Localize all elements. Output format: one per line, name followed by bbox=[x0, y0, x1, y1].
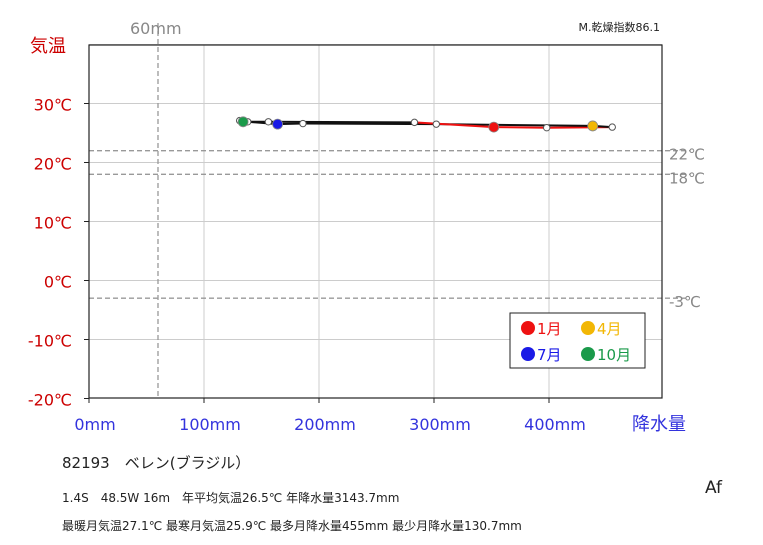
y-tick-label: -10℃ bbox=[28, 332, 72, 351]
legend-marker-10 bbox=[581, 347, 595, 361]
x-tick-label: 0mm bbox=[74, 415, 115, 434]
y-tick-label: 20℃ bbox=[34, 155, 72, 174]
legend-label-4: 4月 bbox=[597, 320, 622, 338]
ref-label-temp: 18℃ bbox=[669, 169, 705, 187]
legend-label-1: 1月 bbox=[537, 320, 562, 338]
ref-label-temp: -3℃ bbox=[669, 293, 701, 311]
month-point-11 bbox=[264, 118, 273, 126]
ref-label-temp: 22℃ bbox=[669, 146, 705, 164]
month-point-12 bbox=[410, 118, 419, 127]
month-point-3 bbox=[608, 123, 616, 131]
legend-label-10: 10月 bbox=[597, 346, 631, 364]
y-axis-label: 気温 bbox=[30, 36, 66, 57]
x-axis-label: 降水量 bbox=[632, 414, 686, 435]
ref-label-60mm: 60mm bbox=[130, 19, 182, 38]
month-point-5 bbox=[432, 120, 440, 128]
legend-marker-1 bbox=[521, 321, 535, 335]
month-point-2 bbox=[543, 123, 551, 132]
station-info-line-1: 1.4S 48.5W 16m 年平均気温26.5℃ 年降水量3143.7mm bbox=[62, 491, 400, 505]
aridity-index: M.乾燥指数86.1 bbox=[579, 20, 660, 34]
month-point-10 bbox=[237, 116, 249, 128]
legend-marker-7 bbox=[521, 347, 535, 361]
climate-class: Af bbox=[705, 478, 723, 498]
y-tick-label: -20℃ bbox=[28, 391, 72, 410]
month-point-4 bbox=[587, 120, 599, 132]
station-name: 82193 ベレン(ブラジル） bbox=[62, 454, 251, 472]
y-tick-label: 30℃ bbox=[34, 96, 72, 115]
month-point-6 bbox=[299, 119, 307, 128]
climograph-segment bbox=[414, 121, 494, 129]
y-tick-label: 0℃ bbox=[44, 273, 72, 292]
month-point-1 bbox=[488, 121, 500, 133]
month-point-7 bbox=[272, 118, 284, 130]
x-tick-label: 200mm bbox=[294, 415, 356, 434]
x-tick-label: 300mm bbox=[409, 415, 471, 434]
x-tick-label: 400mm bbox=[524, 415, 586, 434]
x-tick-label: 100mm bbox=[179, 415, 241, 434]
y-tick-label: 10℃ bbox=[34, 214, 72, 233]
climograph-segment bbox=[493, 126, 547, 129]
station-info-line-2: 最暖月気温27.1℃ 最寒月気温25.9℃ 最多月降水量455mm 最少月降水量… bbox=[62, 519, 522, 533]
climograph-segment bbox=[268, 120, 415, 124]
legend-marker-4 bbox=[581, 321, 595, 335]
legend-label-7: 7月 bbox=[537, 346, 562, 364]
